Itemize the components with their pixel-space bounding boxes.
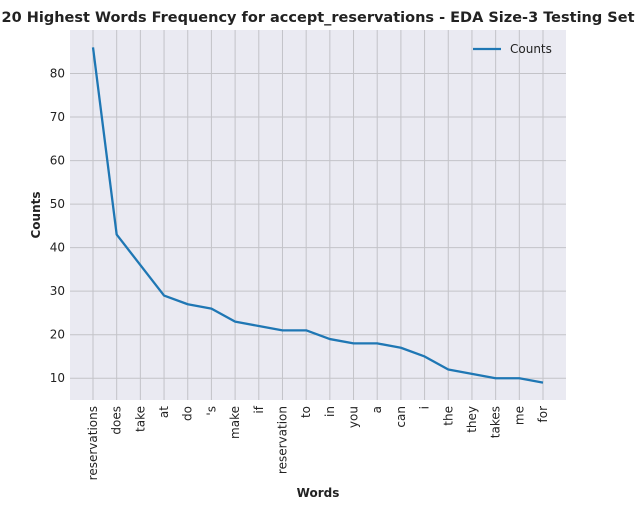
y-tick-labels: 10 20 30 40 50 60 70 80 bbox=[50, 67, 65, 386]
x-tick-label: at bbox=[157, 406, 171, 418]
y-tick-label: 70 bbox=[50, 110, 65, 124]
x-tick-label: i bbox=[418, 406, 432, 409]
y-tick-label: 20 bbox=[50, 328, 65, 342]
x-tick-label: reservation bbox=[275, 406, 289, 474]
x-tick-label: a bbox=[370, 406, 384, 413]
x-tick-label: takes bbox=[489, 406, 503, 438]
legend-label-counts: Counts bbox=[510, 42, 552, 56]
x-tick-label: make bbox=[228, 406, 242, 439]
y-tick-label: 60 bbox=[50, 154, 65, 168]
x-tick-label: 's bbox=[204, 406, 218, 416]
x-gridlines bbox=[92, 30, 544, 400]
plot-area bbox=[70, 30, 566, 400]
y-axis-label: Counts bbox=[29, 191, 43, 238]
x-tick-label: reservations bbox=[86, 406, 100, 480]
y-tick-label: 80 bbox=[50, 67, 65, 81]
x-tick-label: if bbox=[252, 405, 266, 413]
y-tick-label: 10 bbox=[50, 371, 65, 385]
x-tick-label: does bbox=[110, 406, 124, 435]
x-tick-label: do bbox=[181, 406, 195, 421]
y-tick-label: 40 bbox=[50, 241, 65, 255]
x-axis-label: Words bbox=[297, 486, 340, 500]
x-tick-label: the bbox=[441, 406, 455, 426]
x-tick-label: in bbox=[323, 406, 337, 417]
x-tick-label: they bbox=[465, 406, 479, 433]
y-tick-label: 30 bbox=[50, 284, 65, 298]
legend: Counts bbox=[473, 42, 552, 56]
x-tick-label: take bbox=[133, 406, 147, 432]
chart-title: 20 Highest Words Frequency for accept_re… bbox=[2, 10, 635, 26]
x-tick-label: me bbox=[512, 406, 526, 425]
y-tick-label: 50 bbox=[50, 197, 65, 211]
x-tick-labels: reservations does take at do 's make if reservat… bbox=[86, 405, 550, 480]
x-tick-label: for bbox=[536, 406, 550, 423]
x-tick-label: you bbox=[347, 406, 361, 428]
x-tick-label: to bbox=[299, 406, 313, 418]
x-tick-label: can bbox=[394, 406, 408, 428]
series-line-counts bbox=[91, 47, 544, 384]
